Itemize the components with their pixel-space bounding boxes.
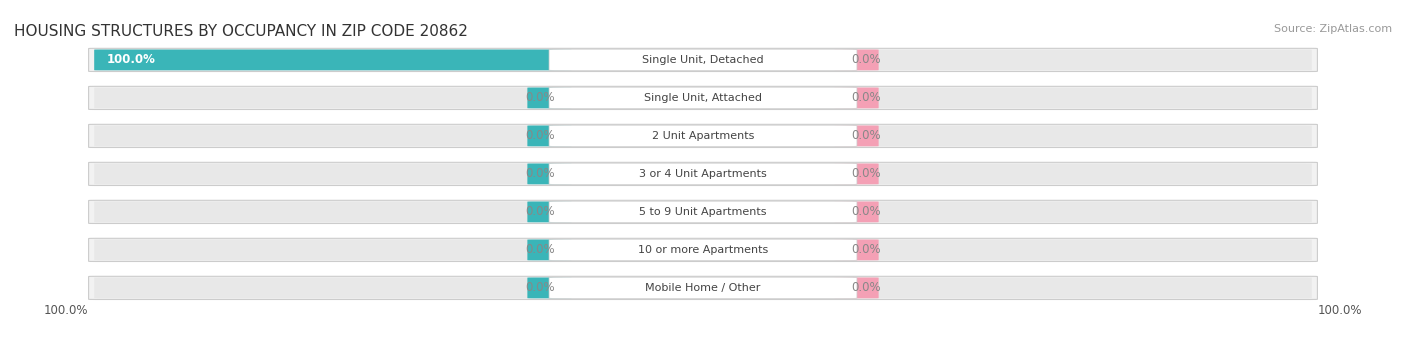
FancyBboxPatch shape <box>834 202 879 222</box>
FancyBboxPatch shape <box>89 48 1317 72</box>
FancyBboxPatch shape <box>548 277 856 299</box>
Text: 100.0%: 100.0% <box>107 54 156 66</box>
Text: 0.0%: 0.0% <box>851 243 882 256</box>
Text: 0.0%: 0.0% <box>524 205 554 218</box>
FancyBboxPatch shape <box>94 49 1312 70</box>
Text: HOUSING STRUCTURES BY OCCUPANCY IN ZIP CODE 20862: HOUSING STRUCTURES BY OCCUPANCY IN ZIP C… <box>14 24 468 39</box>
FancyBboxPatch shape <box>94 125 1312 146</box>
Text: 10 or more Apartments: 10 or more Apartments <box>638 245 768 255</box>
FancyBboxPatch shape <box>548 163 856 184</box>
FancyBboxPatch shape <box>834 49 879 70</box>
FancyBboxPatch shape <box>527 88 571 108</box>
FancyBboxPatch shape <box>527 278 571 298</box>
Text: 100.0%: 100.0% <box>1317 304 1362 317</box>
Text: Source: ZipAtlas.com: Source: ZipAtlas.com <box>1274 24 1392 34</box>
FancyBboxPatch shape <box>89 86 1317 109</box>
FancyBboxPatch shape <box>94 239 1312 260</box>
Text: 0.0%: 0.0% <box>851 205 882 218</box>
Text: 0.0%: 0.0% <box>851 54 882 66</box>
FancyBboxPatch shape <box>94 163 1312 184</box>
FancyBboxPatch shape <box>548 49 856 71</box>
FancyBboxPatch shape <box>834 88 879 108</box>
Text: Mobile Home / Other: Mobile Home / Other <box>645 283 761 293</box>
Text: 0.0%: 0.0% <box>851 130 882 143</box>
FancyBboxPatch shape <box>834 278 879 298</box>
FancyBboxPatch shape <box>527 239 571 260</box>
Text: 2 Unit Apartments: 2 Unit Apartments <box>652 131 754 141</box>
FancyBboxPatch shape <box>89 200 1317 223</box>
Text: 3 or 4 Unit Apartments: 3 or 4 Unit Apartments <box>640 169 766 179</box>
FancyBboxPatch shape <box>89 124 1317 148</box>
Text: 0.0%: 0.0% <box>524 167 554 180</box>
Text: 100.0%: 100.0% <box>44 304 89 317</box>
FancyBboxPatch shape <box>548 239 856 261</box>
Text: Single Unit, Attached: Single Unit, Attached <box>644 93 762 103</box>
FancyBboxPatch shape <box>548 87 856 109</box>
Text: 0.0%: 0.0% <box>851 281 882 294</box>
Text: 5 to 9 Unit Apartments: 5 to 9 Unit Apartments <box>640 207 766 217</box>
Text: 0.0%: 0.0% <box>524 243 554 256</box>
FancyBboxPatch shape <box>834 125 879 146</box>
FancyBboxPatch shape <box>94 202 1312 222</box>
Text: 0.0%: 0.0% <box>524 91 554 104</box>
FancyBboxPatch shape <box>89 162 1317 186</box>
Text: 0.0%: 0.0% <box>524 281 554 294</box>
FancyBboxPatch shape <box>527 202 571 222</box>
FancyBboxPatch shape <box>548 201 856 223</box>
Text: 0.0%: 0.0% <box>851 91 882 104</box>
FancyBboxPatch shape <box>527 163 571 184</box>
FancyBboxPatch shape <box>89 276 1317 299</box>
FancyBboxPatch shape <box>834 163 879 184</box>
FancyBboxPatch shape <box>94 88 1312 108</box>
Text: 0.0%: 0.0% <box>851 167 882 180</box>
FancyBboxPatch shape <box>834 239 879 260</box>
Text: Single Unit, Detached: Single Unit, Detached <box>643 55 763 65</box>
Text: 0.0%: 0.0% <box>524 130 554 143</box>
FancyBboxPatch shape <box>548 125 856 147</box>
FancyBboxPatch shape <box>94 278 1312 298</box>
FancyBboxPatch shape <box>89 238 1317 262</box>
FancyBboxPatch shape <box>94 49 571 70</box>
FancyBboxPatch shape <box>527 125 571 146</box>
